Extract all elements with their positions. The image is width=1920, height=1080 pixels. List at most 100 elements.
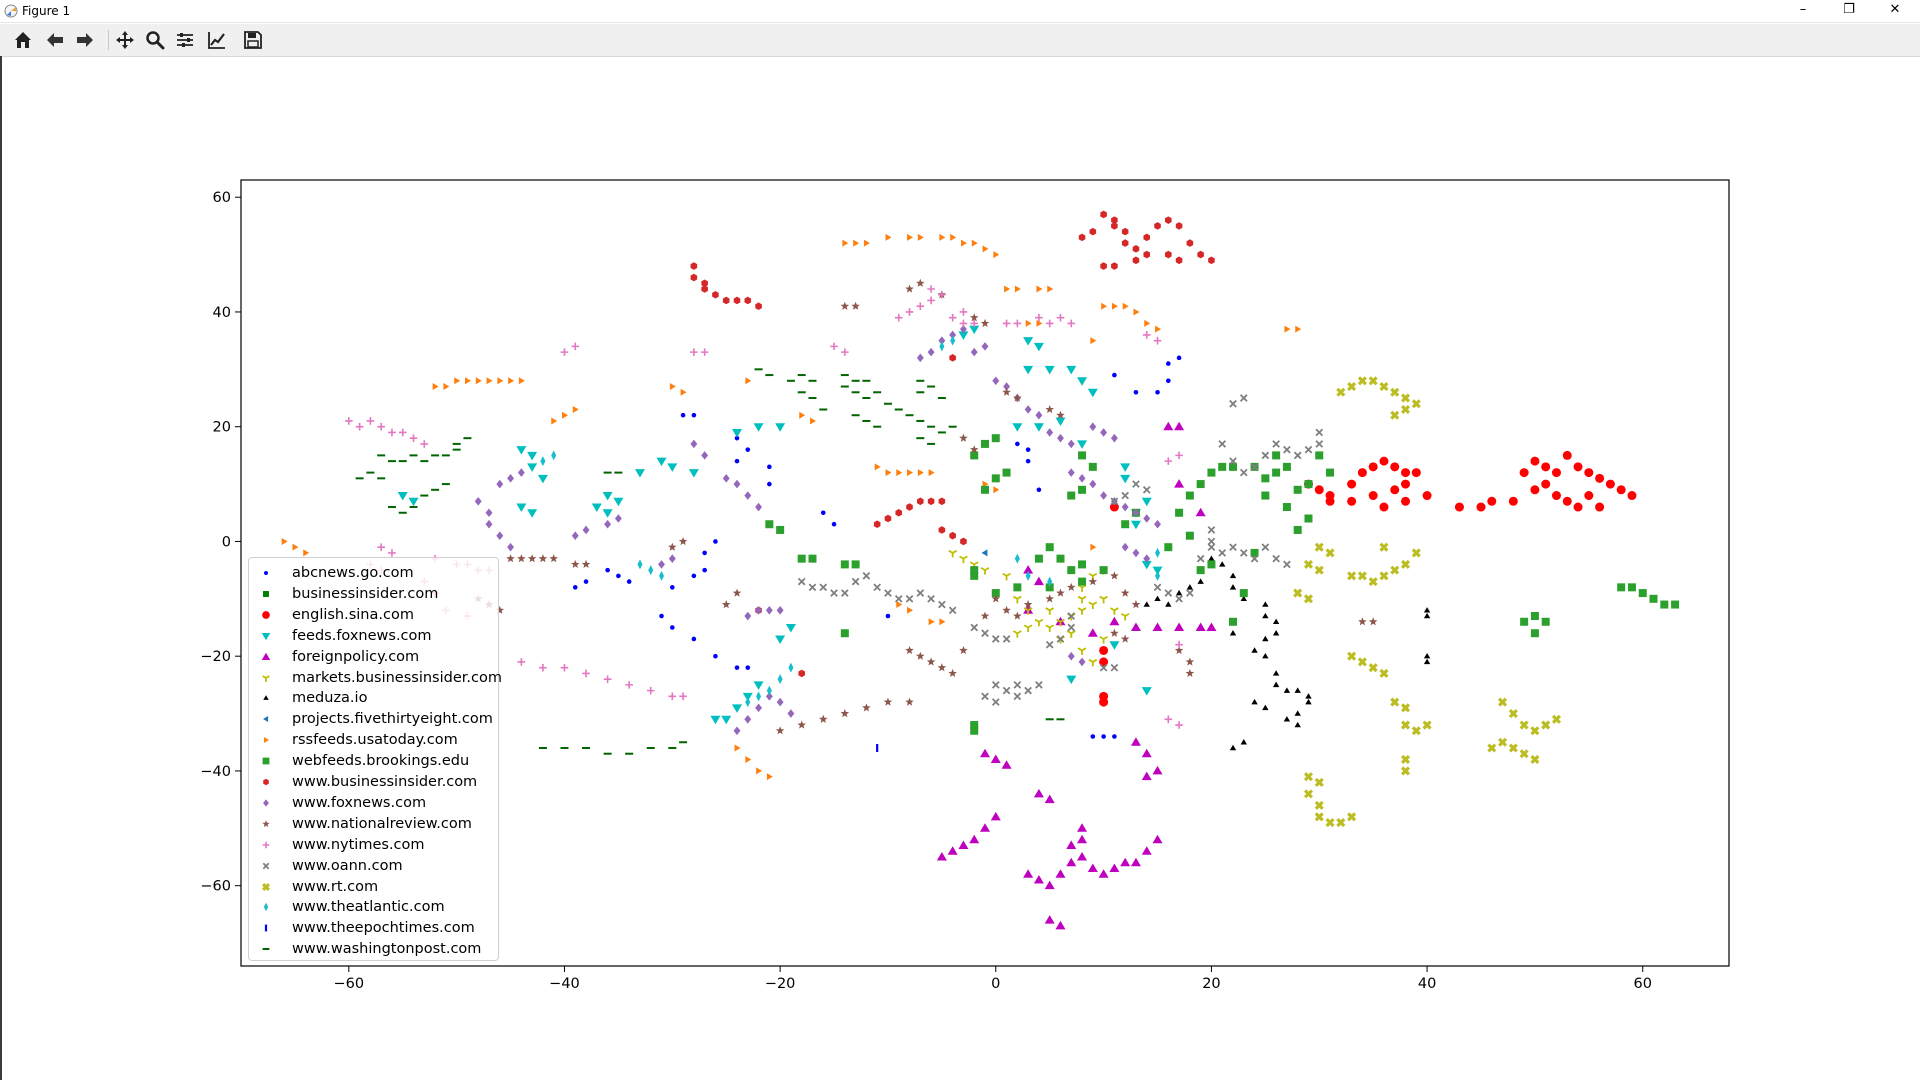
- scatter-point: [1045, 543, 1054, 552]
- scatter-point: [863, 239, 870, 247]
- scatter-point: [1013, 611, 1022, 620]
- scatter-point: [916, 651, 925, 660]
- scatter-point: [1423, 652, 1431, 659]
- close-button[interactable]: ✕: [1889, 2, 1901, 17]
- scatter-point: [1186, 584, 1194, 590]
- scatter-point: [938, 290, 946, 299]
- legend-marker: [263, 590, 269, 597]
- scatter-point: [745, 665, 751, 670]
- scatter-point: [1045, 319, 1054, 328]
- legend-item: webfeeds.brookings.edu: [249, 752, 498, 772]
- scatter-point: [518, 377, 525, 385]
- scatter-point: [981, 439, 989, 448]
- scatter-point: [539, 663, 547, 672]
- legend-marker: [263, 737, 269, 744]
- home-button[interactable]: [10, 28, 36, 52]
- configure-subplots-button[interactable]: [172, 28, 198, 52]
- legend-item: abcnews.go.com: [249, 564, 498, 584]
- pan-button[interactable]: [112, 28, 138, 52]
- scatter-point: [1033, 576, 1044, 586]
- zoom-button[interactable]: [142, 28, 168, 52]
- minimize-button[interactable]: –: [1799, 2, 1807, 17]
- scatter-point: [745, 755, 752, 763]
- scatter-point: [1400, 393, 1411, 403]
- scatter-point: [1605, 479, 1615, 489]
- scatter-point: [1078, 233, 1086, 242]
- forward-button[interactable]: [72, 28, 98, 52]
- scatter-point: [1595, 473, 1605, 483]
- scatter-point: [1229, 584, 1237, 590]
- scatter-point: [1155, 325, 1162, 333]
- maximize-button[interactable]: ❐: [1843, 2, 1855, 17]
- legend-label: meduza.io: [292, 690, 368, 707]
- edit-axes-button[interactable]: [204, 28, 230, 52]
- line-chart-icon: [208, 32, 225, 49]
- scatter-point: [1229, 462, 1237, 471]
- scatter-point: [1122, 302, 1129, 310]
- scatter-point: [1174, 421, 1185, 431]
- scatter-point: [970, 571, 979, 580]
- scatter-point: [1101, 734, 1106, 739]
- scatter-point: [1175, 508, 1184, 517]
- scatter-point: [1078, 451, 1087, 460]
- scatter-point: [1530, 485, 1540, 495]
- legend-label: english.sina.com: [292, 606, 414, 623]
- legend-item: www.theatlantic.com: [249, 898, 498, 918]
- save-button[interactable]: [240, 28, 266, 52]
- legend-label: www.theatlantic.com: [292, 899, 445, 916]
- scatter-point: [1175, 451, 1183, 460]
- scatter-point: [1368, 376, 1378, 386]
- scatter-point: [1293, 588, 1303, 598]
- scatter-point: [1046, 428, 1054, 437]
- legend-marker: [264, 924, 268, 932]
- y-tick-label: −60: [200, 879, 231, 895]
- scatter-point: [1357, 468, 1367, 478]
- scatter-point: [1368, 462, 1378, 472]
- scatter-point: [1294, 721, 1301, 728]
- scatter-point: [667, 463, 678, 472]
- scatter-point: [303, 549, 310, 557]
- scatter-point: [1368, 663, 1378, 673]
- series-abcnews-go-com: [572, 355, 1182, 739]
- legend-label: www.rt.com: [292, 878, 379, 895]
- scatter-point: [947, 846, 958, 855]
- legend-label: rssfeeds.usatoday.com: [292, 732, 458, 749]
- scatter-point: [895, 508, 903, 517]
- scatter-point: [1045, 624, 1055, 633]
- y-tick-label: −20: [200, 649, 231, 665]
- scatter-point: [745, 377, 752, 385]
- scatter-point: [1154, 222, 1161, 230]
- scatter-point: [842, 239, 849, 247]
- scatter-point: [993, 486, 1000, 494]
- scatter-point: [475, 377, 482, 385]
- matplotlib-app-icon: [4, 4, 18, 18]
- axes-frame: [240, 179, 1730, 967]
- scatter-point: [1141, 846, 1152, 855]
- scatter-point: [1272, 630, 1280, 636]
- scatter-point: [1530, 456, 1540, 466]
- scatter-point: [1671, 600, 1680, 609]
- scatter-point: [1487, 496, 1497, 506]
- legend-marker: [261, 652, 271, 660]
- scatter-point: [1660, 600, 1669, 609]
- back-button[interactable]: [42, 28, 68, 52]
- scatter-point: [1088, 577, 1098, 586]
- scatter-point: [1519, 720, 1529, 730]
- scatter-point: [1315, 428, 1324, 437]
- scatter-point: [799, 411, 806, 419]
- legend-item: www.foxnews.com: [249, 794, 498, 814]
- legend-item: meduza.io: [249, 689, 498, 709]
- scatter-point: [885, 233, 892, 241]
- scatter-point: [1315, 451, 1324, 460]
- scatter-point: [1649, 594, 1658, 603]
- scatter-point: [894, 313, 903, 322]
- scatter-point: [1175, 721, 1183, 729]
- scatter-point: [969, 445, 979, 454]
- legend-label: webfeeds.brookings.edu: [292, 753, 470, 770]
- scatter-point: [690, 439, 698, 449]
- scatter-point: [820, 510, 826, 516]
- scatter-point: [733, 726, 741, 736]
- scatter-point: [1002, 572, 1011, 581]
- scatter-point: [408, 497, 419, 507]
- scatter-point: [755, 302, 762, 311]
